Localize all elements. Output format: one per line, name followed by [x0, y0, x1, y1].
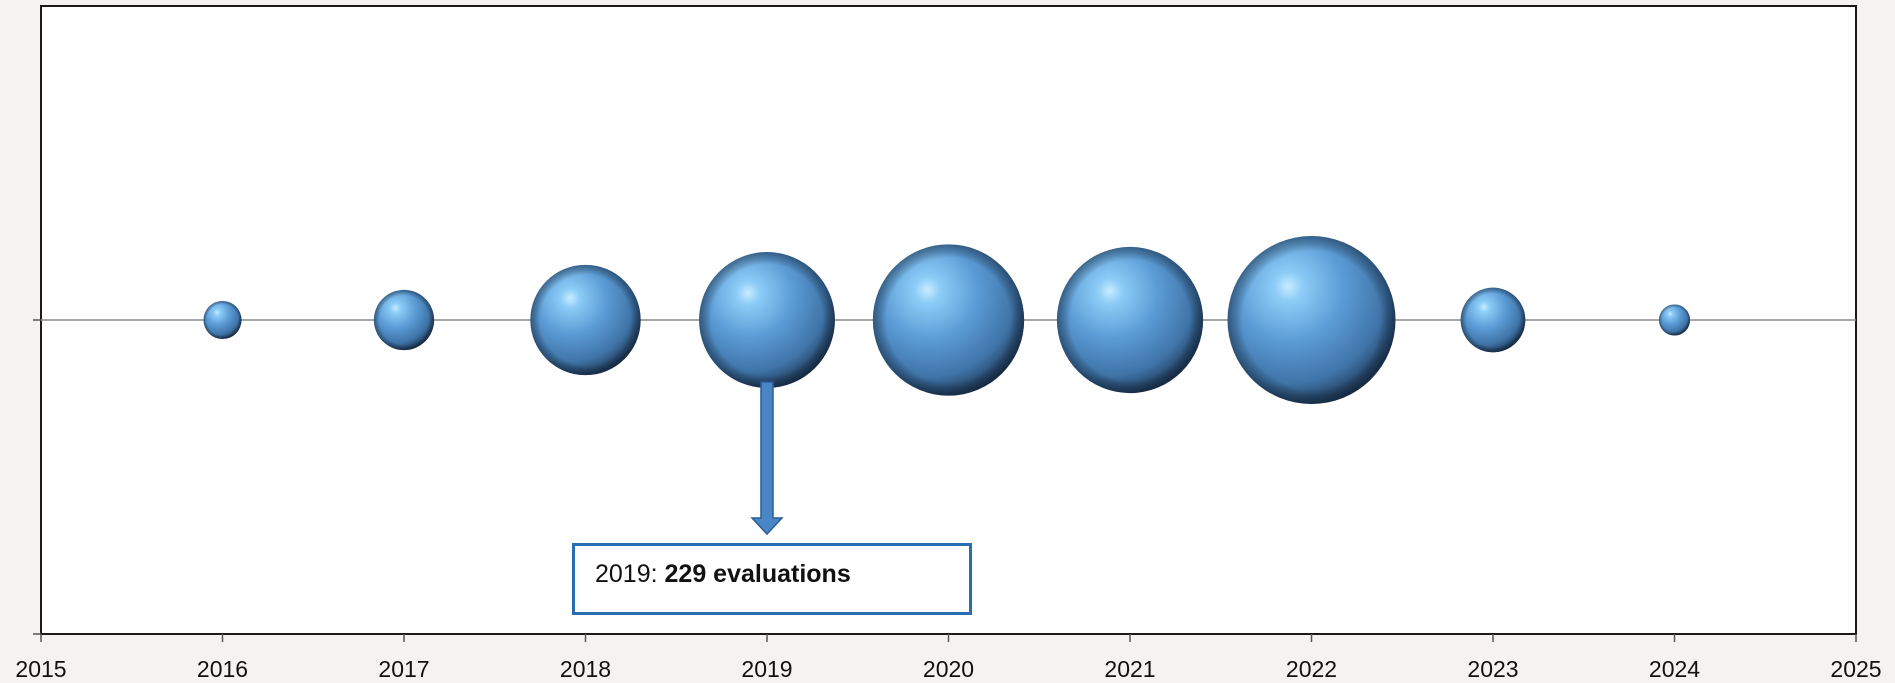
annotation-callout: 2019: 229 evaluations	[572, 543, 972, 615]
bubble	[1658, 304, 1691, 336]
bubble	[872, 244, 1025, 396]
x-tick-label: 2021	[1104, 656, 1155, 682]
x-tick-label: 2016	[197, 656, 248, 682]
bubble-shade	[203, 300, 242, 340]
bubble-shade	[1460, 287, 1526, 353]
annotation-value: 229 evaluations	[664, 560, 851, 588]
x-tick-label: 2024	[1649, 656, 1700, 682]
x-tick-label: 2019	[741, 656, 792, 682]
bubble-shade	[1227, 236, 1396, 404]
bubble	[530, 264, 641, 376]
bubble	[1460, 287, 1526, 353]
x-tick-label: 2022	[1286, 656, 1337, 682]
x-tick-label: 2018	[560, 656, 611, 682]
x-tick-label: 2023	[1467, 656, 1518, 682]
x-axis: 2015 2016 2017 2018 2019 2020 2021 2022 2023 2024…	[15, 634, 1882, 682]
x-tick-label: 2017	[378, 656, 429, 682]
bubble	[699, 252, 835, 388]
bubble-shade	[1658, 304, 1691, 336]
x-tick-label: 2015	[15, 656, 66, 682]
bubble-shade	[530, 264, 641, 376]
bubble-shade	[872, 244, 1025, 396]
bubble	[1227, 236, 1396, 404]
annotation-prefix: 2019:	[595, 560, 665, 588]
bubble-shade	[373, 289, 435, 351]
x-tick-label: 2020	[923, 656, 974, 682]
callout-arrow	[750, 381, 784, 536]
bubble-series	[203, 236, 1691, 404]
bubble	[203, 300, 242, 340]
callout-arrow-shape	[750, 381, 784, 536]
bubble-shade	[1056, 246, 1204, 394]
bubble	[1056, 246, 1204, 394]
bubble	[373, 289, 435, 351]
bubble-shade	[699, 252, 835, 388]
x-tick-label: 2025	[1830, 656, 1881, 682]
